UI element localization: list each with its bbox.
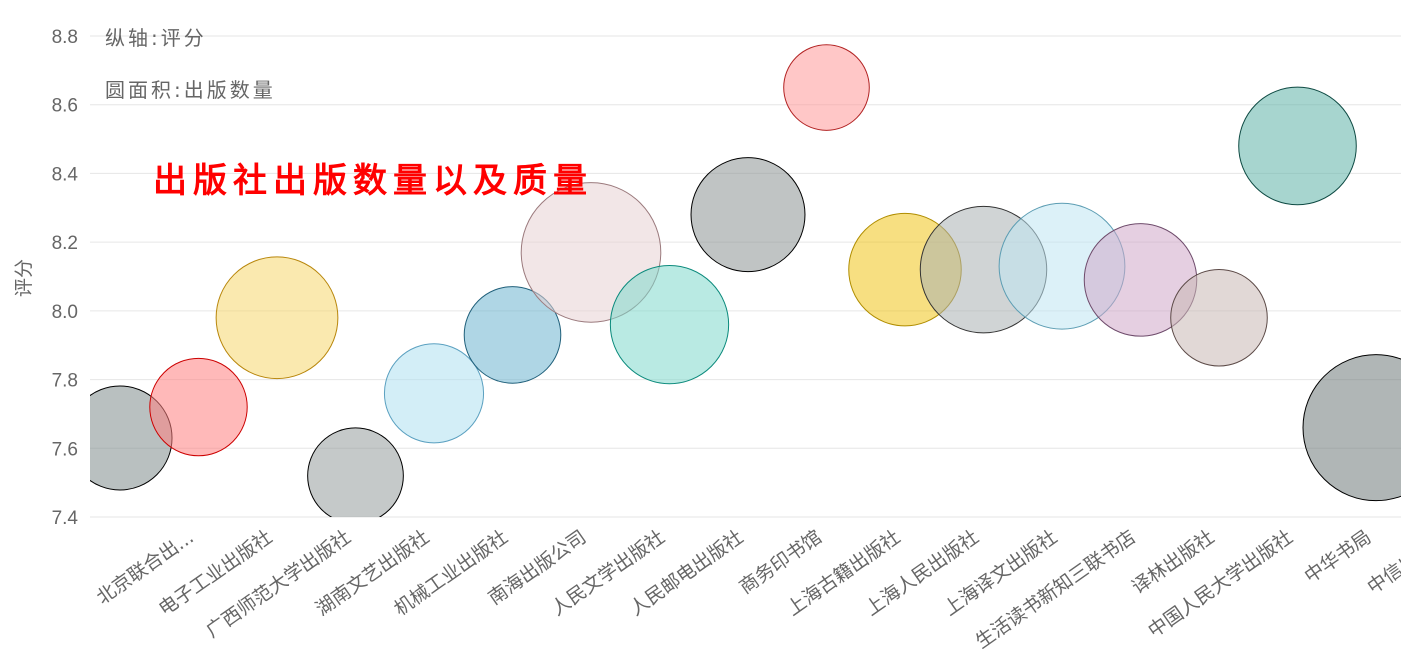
bubble-15 (1238, 86, 1357, 206)
y-tick-label: 7.4 (52, 508, 79, 529)
bubble-16 (1302, 354, 1401, 502)
x-category-label: 中国人民大学出版社 (1144, 526, 1297, 642)
y-tick-label: 8.2 (52, 233, 78, 254)
y-tick-label: 8.8 (52, 27, 78, 48)
chart-title: 出版社出版数量以及质量 (153, 161, 593, 201)
bubble-3 (307, 427, 404, 517)
y-tick-label: 7.8 (52, 371, 78, 392)
y-tick-label: 8.6 (52, 96, 78, 117)
y-tick-label: 8.4 (52, 164, 79, 185)
bubble-2 (215, 256, 339, 380)
bubble-8 (690, 157, 806, 273)
note-circle-area: 圆面积:出版数量 (105, 78, 276, 102)
bubble-4 (383, 343, 485, 444)
bubble-7 (609, 264, 730, 385)
bubble-1 (149, 357, 248, 457)
note-vertical-axis: 纵轴:评分 (105, 26, 207, 50)
bubbles (90, 44, 1401, 517)
y-axis-ticks: 8.8 8.6 8.4 8.2 8.0 7.8 7.6 7.4 (52, 27, 79, 529)
bubble-5 (463, 286, 562, 384)
bubble-9 (783, 44, 870, 131)
y-tick-label: 7.6 (52, 439, 78, 460)
y-tick-label: 8.0 (52, 302, 78, 323)
x-axis-labels: 北京联合出...电子工业出版社广西师范大学出版社湖南文艺出版社机械工业出版社南海… (93, 526, 1401, 653)
y-axis-label: 评分 (13, 259, 35, 297)
x-category-label: 中华书局 (1300, 526, 1375, 588)
x-category-label: 广西师范大学出版社 (202, 526, 355, 642)
bubble-14 (1170, 268, 1268, 367)
